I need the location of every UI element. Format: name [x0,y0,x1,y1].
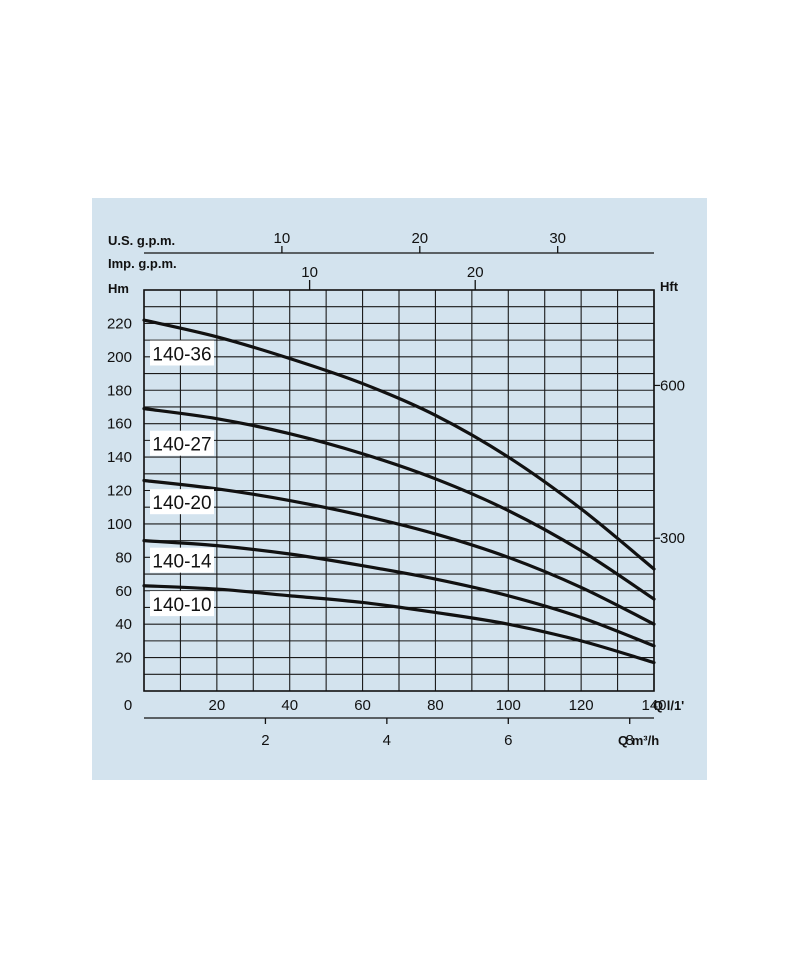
y2-tick-label: 600 [660,377,685,394]
curve-140-36 [142,318,656,571]
top-imp-unit: Imp. g.p.m. [108,256,177,271]
top-us-tick-label: 10 [274,230,291,247]
y-tick-label: 160 [107,416,132,433]
x-tick-label: 100 [496,697,521,714]
y-tick-label: 100 [107,516,132,533]
series-label-bg [150,489,214,515]
top-us-tick-label: 30 [549,230,566,247]
series-label: 140-10 [152,595,211,616]
curve-140-27 [142,407,656,601]
series-label-bg [150,430,214,456]
x2-tick-label: 6 [504,732,512,749]
x-axis-unit-l: Q l/1' [653,698,684,713]
x2-tick-label: 4 [383,732,391,749]
x-tick-label: 120 [569,697,594,714]
top-imp-tick-label: 20 [467,264,484,281]
axes: 20406080100120140160180200220Hm300600Hft… [107,230,685,749]
series-label-bg [150,591,214,617]
y-tick-label: 140 [107,449,132,466]
curve-140-20 [142,478,656,626]
curve-140-10 [142,584,656,665]
x2-tick-label: 8 [626,732,634,749]
y-tick-label: 180 [107,382,132,399]
curves: 140-36 140-27 140-20 140-14 140-10 [142,318,656,665]
curve-140-14 [142,539,656,648]
y-tick-label: 220 [107,315,132,332]
top-imp-tick-label: 10 [301,264,318,281]
y-tick-label: 20 [115,650,132,667]
x-tick-label: 80 [427,697,444,714]
y-tick-label: 120 [107,483,132,500]
series-label-bg [150,340,214,366]
series-label-bg [150,547,214,573]
series-label: 140-27 [152,435,211,456]
x-tick-label: 20 [209,697,226,714]
y-axis-unit-hft: Hft [660,279,679,294]
x-tick-label: 140 [641,697,666,714]
y-tick-label: 40 [115,616,132,633]
y2-tick-label: 300 [660,530,685,547]
y-axis-unit-hm: Hm [108,281,129,296]
plot-frame [143,289,655,692]
y-tick-label: 80 [115,549,132,566]
series-label: 140-20 [152,493,211,514]
x-axis-unit-m3h: Q m³/h [618,733,659,748]
y-tick-label: 60 [115,583,132,600]
x-tick-label: 0 [124,697,132,714]
x2-tick-label: 2 [261,732,269,749]
series-label: 140-36 [152,344,211,365]
series-label: 140-14 [152,552,212,573]
top-us-unit: U.S. g.p.m. [108,233,175,248]
x-tick-label: 60 [354,697,371,714]
y-tick-label: 200 [107,349,132,366]
x-tick-label: 40 [281,697,298,714]
top-us-tick-label: 20 [411,230,428,247]
